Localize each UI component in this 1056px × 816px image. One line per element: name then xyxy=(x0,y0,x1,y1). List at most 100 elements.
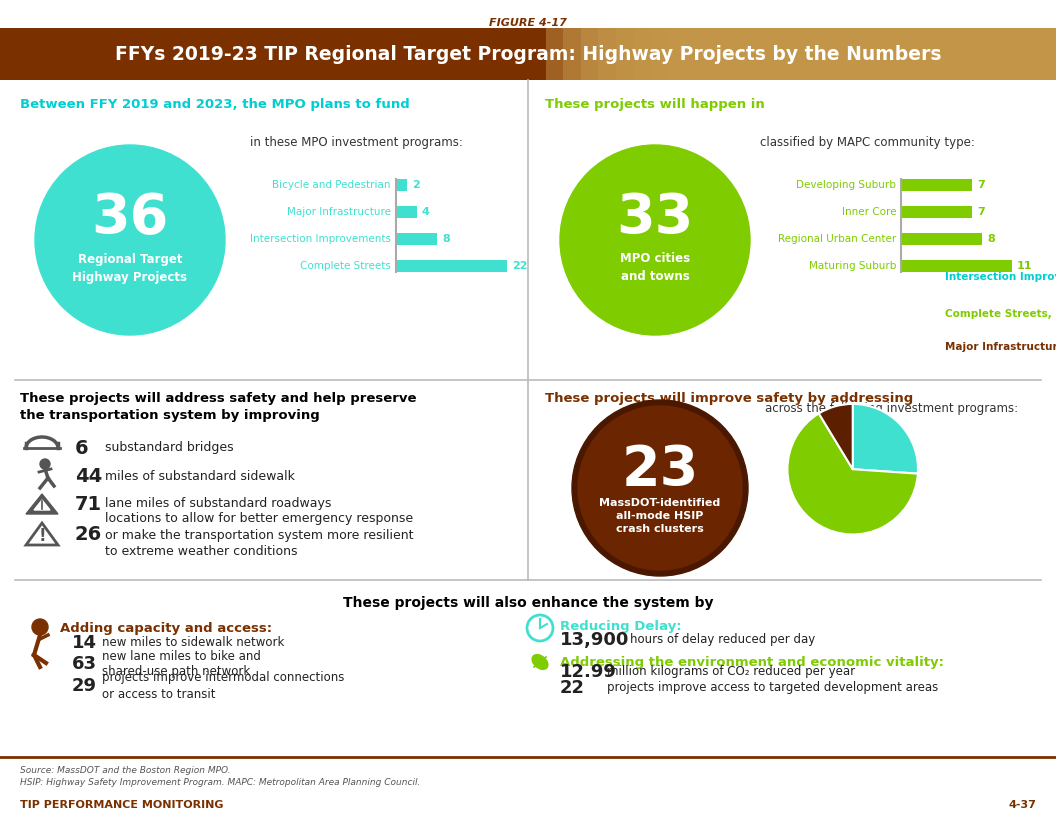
Text: 8: 8 xyxy=(442,234,450,244)
FancyBboxPatch shape xyxy=(599,28,1056,80)
Text: Complete Streets, 15: Complete Streets, 15 xyxy=(945,309,1056,319)
Text: 14: 14 xyxy=(72,634,97,652)
Ellipse shape xyxy=(532,654,548,669)
Circle shape xyxy=(40,459,50,469)
FancyBboxPatch shape xyxy=(704,28,1056,80)
Text: classified by MAPC community type:: classified by MAPC community type: xyxy=(760,136,975,149)
Text: Addressing the environment and economic vitality:: Addressing the environment and economic … xyxy=(560,656,944,669)
FancyBboxPatch shape xyxy=(810,28,1056,80)
Text: Bicycle and Pedestrian: Bicycle and Pedestrian xyxy=(272,180,391,190)
FancyBboxPatch shape xyxy=(950,28,1056,80)
Circle shape xyxy=(572,400,748,576)
Text: Regional Target
Highway Projects: Regional Target Highway Projects xyxy=(73,252,188,283)
Circle shape xyxy=(560,145,750,335)
FancyBboxPatch shape xyxy=(721,28,1056,80)
FancyBboxPatch shape xyxy=(757,28,1056,80)
FancyBboxPatch shape xyxy=(634,28,1056,80)
Text: Intersection Improvements: Intersection Improvements xyxy=(250,234,391,244)
Text: projects improve access to targeted development areas: projects improve access to targeted deve… xyxy=(607,681,938,694)
Text: Inner Core: Inner Core xyxy=(842,207,895,217)
Wedge shape xyxy=(788,414,918,534)
Text: Between FFY 2019 and 2023, the MPO plans to fund: Between FFY 2019 and 2023, the MPO plans… xyxy=(20,98,410,111)
FancyBboxPatch shape xyxy=(774,28,1056,80)
Text: Major Infrastructure, 2: Major Infrastructure, 2 xyxy=(945,342,1056,352)
Text: miles of substandard sidewalk: miles of substandard sidewalk xyxy=(105,469,295,482)
FancyBboxPatch shape xyxy=(898,28,1056,80)
Text: Regional Urban Center: Regional Urban Center xyxy=(778,234,895,244)
Text: MassDOT-identified
all-mode HSIP
crash clusters: MassDOT-identified all-mode HSIP crash c… xyxy=(600,498,720,534)
Text: Intersection Improvements, 6: Intersection Improvements, 6 xyxy=(945,273,1056,282)
FancyBboxPatch shape xyxy=(845,28,1056,80)
Text: 36: 36 xyxy=(91,191,169,245)
FancyBboxPatch shape xyxy=(739,28,1056,80)
Circle shape xyxy=(32,619,48,635)
Text: in these MPO investment programs:: in these MPO investment programs: xyxy=(250,136,463,149)
FancyBboxPatch shape xyxy=(916,28,1056,80)
Text: 4-37: 4-37 xyxy=(1008,800,1036,810)
Text: Complete Streets: Complete Streets xyxy=(300,261,391,271)
Text: lane miles of substandard roadways: lane miles of substandard roadways xyxy=(105,498,332,511)
Text: locations to allow for better emergency response
or make the transportation syst: locations to allow for better emergency … xyxy=(105,512,414,558)
FancyBboxPatch shape xyxy=(985,28,1056,80)
Text: 22: 22 xyxy=(560,679,585,697)
Text: new lane miles to bike and
shared-use path network: new lane miles to bike and shared-use pa… xyxy=(102,650,261,678)
Text: TIP PERFORMANCE MONITORING: TIP PERFORMANCE MONITORING xyxy=(20,800,224,810)
FancyBboxPatch shape xyxy=(902,179,972,191)
Text: 2: 2 xyxy=(412,180,419,190)
Text: HSIP: Highway Safety Improvement Program. MAPC: Metropolitan Area Planning Counc: HSIP: Highway Safety Improvement Program… xyxy=(20,778,420,787)
Text: 6: 6 xyxy=(75,438,89,458)
Text: FFYs 2019-23 TIP Regional Target Program: Highway Projects by the Numbers: FFYs 2019-23 TIP Regional Target Program… xyxy=(115,45,941,64)
Polygon shape xyxy=(26,494,58,514)
FancyBboxPatch shape xyxy=(827,28,1056,80)
FancyBboxPatch shape xyxy=(902,233,982,245)
Text: 7: 7 xyxy=(977,180,985,190)
Text: Maturing Suburb: Maturing Suburb xyxy=(809,261,895,271)
Circle shape xyxy=(35,145,225,335)
FancyBboxPatch shape xyxy=(792,28,1056,80)
Text: Adding capacity and access:: Adding capacity and access: xyxy=(60,622,272,635)
Text: These projects will address safety and help preserve
the transportation system b: These projects will address safety and h… xyxy=(20,392,416,422)
FancyBboxPatch shape xyxy=(652,28,1056,80)
FancyBboxPatch shape xyxy=(563,28,1056,80)
FancyBboxPatch shape xyxy=(686,28,1056,80)
FancyBboxPatch shape xyxy=(1003,28,1056,80)
Text: 11: 11 xyxy=(1017,261,1033,271)
FancyBboxPatch shape xyxy=(863,28,1056,80)
Text: 7: 7 xyxy=(977,207,985,217)
Text: 26: 26 xyxy=(75,526,102,544)
Text: These projects will also enhance the system by: These projects will also enhance the sys… xyxy=(343,596,713,610)
Text: projects improve intermodal connections
or access to transit: projects improve intermodal connections … xyxy=(102,672,344,700)
FancyBboxPatch shape xyxy=(397,260,507,272)
Text: Major Infrastructure: Major Infrastructure xyxy=(287,207,391,217)
FancyBboxPatch shape xyxy=(546,28,1056,80)
FancyBboxPatch shape xyxy=(880,28,1056,80)
FancyBboxPatch shape xyxy=(616,28,1056,80)
Text: hours of delay reduced per day: hours of delay reduced per day xyxy=(630,633,815,646)
Text: !: ! xyxy=(38,527,45,545)
Text: 4: 4 xyxy=(422,207,430,217)
Text: MPO cities
and towns: MPO cities and towns xyxy=(620,252,690,283)
Text: These projects will happen in: These projects will happen in xyxy=(545,98,765,111)
Text: Developing Suburb: Developing Suburb xyxy=(796,180,895,190)
FancyBboxPatch shape xyxy=(397,206,417,218)
Text: across the following investment programs:: across the following investment programs… xyxy=(765,402,1018,415)
FancyBboxPatch shape xyxy=(902,206,972,218)
Text: 44: 44 xyxy=(75,467,102,486)
Wedge shape xyxy=(852,404,918,473)
Text: 23: 23 xyxy=(621,443,699,497)
FancyBboxPatch shape xyxy=(968,28,1056,80)
Text: 12.99: 12.99 xyxy=(560,663,617,681)
Text: 33: 33 xyxy=(617,191,694,245)
Text: 29: 29 xyxy=(72,677,97,695)
Text: 63: 63 xyxy=(72,655,97,673)
FancyBboxPatch shape xyxy=(0,28,1056,80)
Text: 22: 22 xyxy=(512,261,528,271)
FancyBboxPatch shape xyxy=(902,260,1012,272)
FancyBboxPatch shape xyxy=(581,28,1056,80)
Text: substandard bridges: substandard bridges xyxy=(105,441,233,455)
Text: FIGURE 4-17: FIGURE 4-17 xyxy=(489,18,567,28)
Text: Reducing Delay:: Reducing Delay: xyxy=(560,620,681,633)
Text: 71: 71 xyxy=(75,494,102,513)
FancyBboxPatch shape xyxy=(397,233,437,245)
Text: 13,900: 13,900 xyxy=(560,631,629,649)
